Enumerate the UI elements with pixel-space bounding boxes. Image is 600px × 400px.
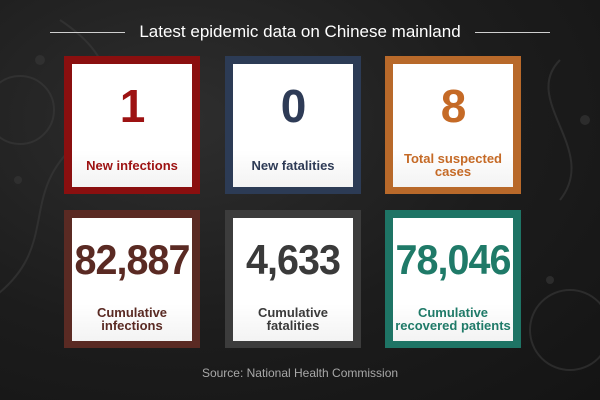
stat-value: 0	[280, 80, 307, 132]
stat-label: New fatalities	[251, 157, 335, 173]
card-total-suspected: 8 Total suspected cases	[385, 56, 521, 194]
card-panel: 78,046 Cumulative recovered patients	[393, 218, 513, 341]
stat-label: Cumulative recovered patients	[395, 305, 511, 333]
stat-value: 1	[119, 80, 146, 132]
card-panel: 8 Total suspected cases	[393, 64, 513, 187]
card-panel: 82,887 Cumulative infections	[72, 218, 192, 341]
stat-value: 4,633	[245, 236, 341, 283]
card-cumulative-fatalities: 4,633 Cumulative fatalities	[225, 210, 361, 348]
card-panel: 1 New infections	[72, 64, 192, 187]
source-note: Source: National Health Commission	[201, 366, 399, 380]
stat-label: Cumulative infections	[96, 305, 168, 333]
stat-label: Total suspected cases	[403, 151, 502, 179]
stat-value: 78,046	[395, 236, 511, 283]
card-new-fatalities: 0 New fatalities	[225, 56, 361, 194]
stat-value: 82,887	[74, 236, 190, 283]
card-panel: 4,633 Cumulative fatalities	[233, 218, 353, 341]
stat-label: New infections	[86, 157, 178, 173]
card-new-infections: 1 New infections	[64, 56, 200, 194]
header: Latest epidemic data on Chinese mainland	[0, 18, 600, 46]
header-rule-right	[474, 31, 550, 33]
card-cumulative-recovered: 78,046 Cumulative recovered patients	[385, 210, 521, 348]
page-title: Latest epidemic data on Chinese mainland	[139, 22, 461, 41]
card-cumulative-infections: 82,887 Cumulative infections	[64, 210, 200, 348]
stat-value: 8	[440, 80, 467, 132]
stat-label: Cumulative fatalities	[257, 305, 329, 333]
card-panel: 0 New fatalities	[233, 64, 353, 187]
header-rule-left	[50, 31, 126, 33]
